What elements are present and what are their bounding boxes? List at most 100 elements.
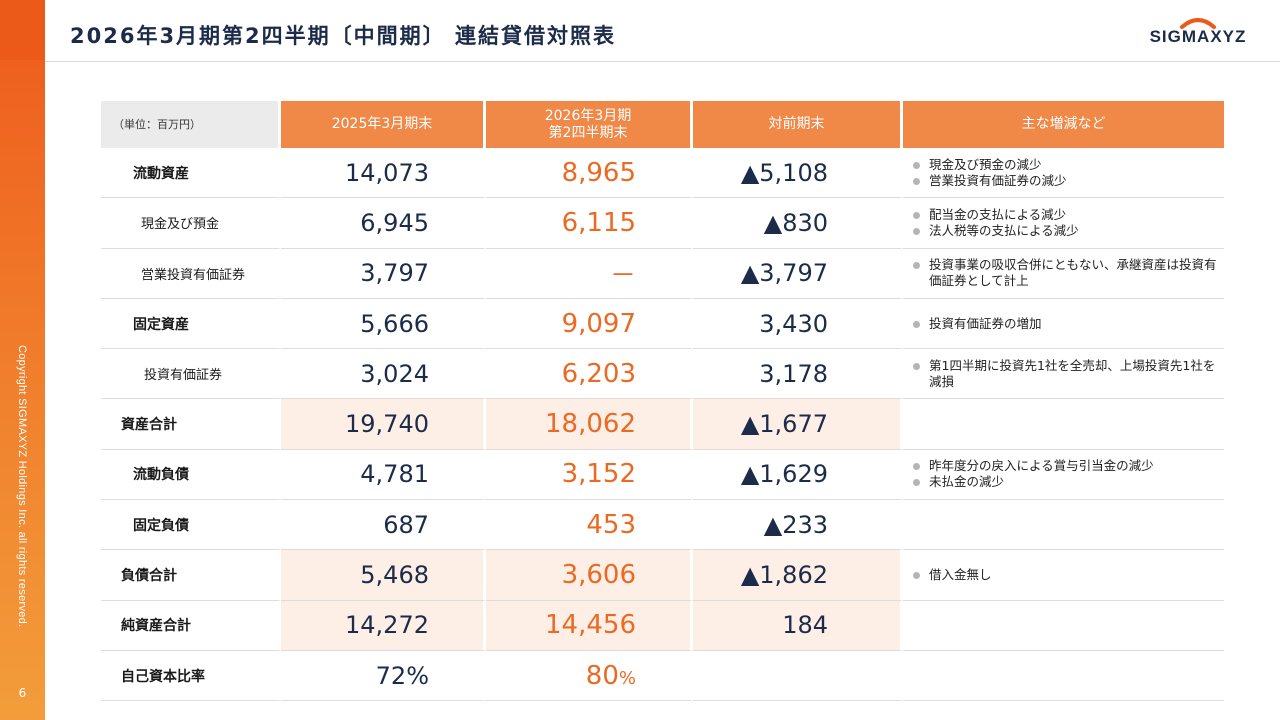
note-text: 配当金の支払による減少 — [929, 206, 1067, 222]
diff-value: ▲5,108 — [693, 148, 903, 199]
page-title: 2026年3月期第2四半期〔中間期〕 連結貸借対照表 — [70, 24, 616, 48]
sidebar-top-block — [0, 0, 45, 60]
notes-cell — [903, 601, 1224, 651]
note-item: 借入金無し — [913, 567, 1224, 583]
prev-value: 3,024 — [281, 349, 486, 400]
row-label: 純資産合計 — [101, 600, 281, 651]
row-label: 流動負債 — [101, 449, 281, 501]
note-text: 営業投資有価証券の減少 — [929, 172, 1067, 188]
note-item: 第1四半期に投資先1社を全売却、上場投資先1社を減損 — [913, 358, 1224, 390]
diff-value: ▲233 — [693, 500, 903, 551]
prev-period-header: 2025年3月期末 — [281, 101, 486, 148]
bullet-icon — [913, 572, 920, 580]
table-row: 資産合計 19,740 18,062 ▲1,677 — [101, 399, 1224, 450]
current-value: 80% — [486, 650, 693, 702]
note-text: 借入金無し — [929, 567, 992, 583]
current-value: 18,062 — [486, 399, 693, 450]
table-row: 営業投資有価証券 3,797 － ▲3,797 投資事業の吸収合併にともない、承… — [101, 248, 1224, 299]
current-value: 453 — [486, 500, 693, 551]
table-row: 負債合計 5,468 3,606 ▲1,862 借入金無し — [101, 550, 1224, 601]
diff-value: 3,430 — [693, 298, 903, 350]
bullet-icon — [913, 320, 920, 328]
row-label: 現金及び預金 — [101, 198, 281, 249]
percent-unit: % — [618, 667, 636, 689]
table-row: 流動負債 4,781 3,152 ▲1,629 昨年度分の戻入による賞与引当金の… — [101, 449, 1224, 501]
notes-cell: 第1四半期に投資先1社を全売却、上場投資先1社を減損 — [903, 349, 1224, 400]
bullet-icon — [913, 362, 920, 370]
current-value: 6,203 — [486, 349, 693, 400]
current-period-header-line2: 第2四半期末 — [548, 124, 628, 141]
notes-cell: 投資事業の吸収合併にともない、承継資産は投資有価証券として計上 — [903, 249, 1224, 299]
bullet-icon — [913, 463, 920, 471]
prev-value: 19,740 — [281, 399, 486, 450]
note-item: 現金及び預金の減少 — [913, 157, 1224, 173]
current-value-number: 80 — [585, 660, 619, 691]
bullet-icon — [913, 161, 920, 169]
table-row: 現金及び預金 6,945 6,115 ▲830 配当金の支払による減少 法人税等… — [101, 198, 1224, 249]
note-text: 昨年度分の戻入による賞与引当金の減少 — [929, 458, 1154, 474]
note-item: 昨年度分の戻入による賞与引当金の減少 — [913, 458, 1224, 474]
diff-value: ▲830 — [693, 198, 903, 249]
prev-value: 687 — [281, 500, 486, 551]
diff-value: ▲1,629 — [693, 449, 903, 501]
current-period-header: 2026年3月期 第2四半期末 — [486, 101, 693, 148]
notes-cell: 現金及び預金の減少 営業投資有価証券の減少 — [903, 148, 1224, 199]
copyright-text: Copyright SIGMAXYZ Holdings Inc. all rig… — [16, 345, 28, 628]
notes-cell: 借入金無し — [903, 550, 1224, 601]
bullet-icon — [913, 177, 920, 185]
notes-cell: 投資有価証券の増加 — [903, 299, 1224, 350]
header-divider — [45, 61, 1280, 62]
row-label: 営業投資有価証券 — [101, 248, 281, 299]
bullet-icon — [913, 227, 920, 235]
prev-value: 3,797 — [281, 248, 486, 299]
current-value: 3,606 — [486, 550, 693, 601]
current-value: － — [486, 248, 693, 299]
prev-value: 14,073 — [281, 148, 486, 199]
diff-value — [693, 650, 903, 702]
note-item: 投資有価証券の増加 — [913, 316, 1224, 332]
current-value: 14,456 — [486, 600, 693, 651]
logo-text: SIGMAXYZ — [1149, 27, 1247, 46]
notes-cell — [903, 500, 1224, 551]
row-label: 流動資産 — [101, 148, 281, 199]
note-text: 現金及び預金の減少 — [929, 156, 1042, 172]
notes-cell — [903, 651, 1224, 702]
prev-value: 6,945 — [281, 198, 486, 249]
prev-value: 4,781 — [281, 449, 486, 501]
note-item: 営業投資有価証券の減少 — [913, 173, 1224, 189]
note-item: 投資事業の吸収合併にともない、承継資産は投資有価証券として計上 — [913, 257, 1224, 289]
row-label: 自己資本比率 — [101, 650, 281, 702]
note-text: 第1四半期に投資先1社を全売却、上場投資先1社を減損 — [929, 357, 1216, 389]
prev-value: 5,468 — [281, 550, 486, 601]
prev-value: 14,272 — [281, 600, 486, 651]
note-item: 配当金の支払による減少 — [913, 207, 1224, 223]
note-text: 未払金の減少 — [929, 474, 1005, 490]
table-row: 固定資産 5,666 9,097 3,430 投資有価証券の増加 — [101, 298, 1224, 350]
table-header-row: （単位：百万円） 2025年3月期末 2026年3月期 第2四半期末 対前期末 … — [101, 101, 1224, 148]
prev-value: 72% — [281, 650, 486, 702]
diff-value: ▲1,677 — [693, 399, 903, 450]
row-label: 投資有価証券 — [101, 349, 281, 400]
current-period-header-line1: 2026年3月期 — [544, 107, 632, 124]
bullet-icon — [913, 262, 920, 270]
bullet-icon — [913, 211, 920, 219]
table-row: 投資有価証券 3,024 6,203 3,178 第1四半期に投資先1社を全売却… — [101, 349, 1224, 400]
table-row: 固定負債 687 453 ▲233 — [101, 500, 1224, 551]
diff-value: ▲1,862 — [693, 550, 903, 601]
table-row: 流動資産 14,073 8,965 ▲5,108 現金及び預金の減少 営業投資有… — [101, 148, 1224, 199]
diff-value: 184 — [693, 600, 903, 651]
diff-value: 3,178 — [693, 349, 903, 400]
row-label: 負債合計 — [101, 550, 281, 601]
company-logo: SIGMAXYZ — [1142, 14, 1254, 48]
logo-arc-icon — [1180, 18, 1216, 29]
unit-header: （単位：百万円） — [101, 101, 281, 148]
current-value: 9,097 — [486, 298, 693, 350]
current-value: 8,965 — [486, 148, 693, 199]
current-value: 3,152 — [486, 449, 693, 501]
note-text: 投資事業の吸収合併にともない、承継資産は投資有価証券として計上 — [929, 257, 1217, 289]
note-item: 法人税等の支払による減少 — [913, 223, 1224, 239]
sidebar: Copyright SIGMAXYZ Holdings Inc. all rig… — [0, 0, 45, 720]
prev-value: 5,666 — [281, 298, 486, 350]
notes-cell — [903, 399, 1224, 450]
balance-sheet-table: （単位：百万円） 2025年3月期末 2026年3月期 第2四半期末 対前期末 … — [101, 101, 1224, 702]
